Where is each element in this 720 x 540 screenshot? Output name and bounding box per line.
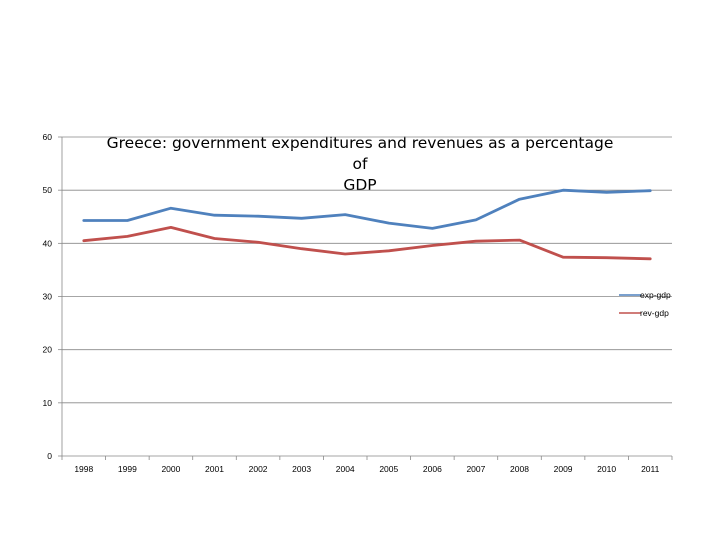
x-tick-label: 2009 [554, 464, 573, 474]
chart-title: Greece: government expenditures and reve… [100, 133, 620, 196]
x-tick-label: 2005 [379, 464, 398, 474]
legend-label-exp-gdp: exp-gdp [640, 290, 671, 300]
legend: exp-gdp rev-gdp [619, 290, 671, 318]
x-tick-label: 2010 [597, 464, 616, 474]
series-lines [82, 188, 652, 261]
x-tick-label: 2003 [292, 464, 311, 474]
y-tick-label: 60 [43, 132, 53, 142]
y-tick-label: 0 [47, 451, 52, 461]
y-tick-label: 40 [43, 238, 53, 248]
legend-label-rev-gdp: rev-gdp [640, 308, 669, 318]
x-tick-label: 2002 [249, 464, 268, 474]
y-tick-label: 20 [43, 345, 53, 355]
chart-title-line-2: GDP [343, 176, 377, 194]
x-tick-label: 1998 [74, 464, 93, 474]
y-tick-label: 50 [43, 185, 53, 195]
series-line-exp-gdp [82, 188, 652, 230]
x-tick-label: 2007 [466, 464, 485, 474]
x-tick-label: 2004 [336, 464, 355, 474]
y-tick-label: 30 [43, 292, 53, 302]
x-tick-label: 2000 [161, 464, 180, 474]
x-tick-label: 1999 [118, 464, 137, 474]
x-tick-label: 2011 [641, 464, 660, 474]
x-tick-labels: 1998 1999 2000 2001 2002 2003 2004 2005 2006 2007… [74, 464, 659, 474]
x-tick-label: 2008 [510, 464, 529, 474]
y-tick-labels: 0 10 20 30 40 50 60 [43, 132, 53, 461]
axes [58, 136, 673, 460]
x-tick-label: 2001 [205, 464, 224, 474]
gridlines [62, 136, 672, 404]
chart-title-line-1: Greece: government expenditures and reve… [106, 134, 614, 173]
x-tick-label: 2006 [423, 464, 442, 474]
series-line-rev-gdp [82, 225, 652, 261]
y-tick-label: 10 [43, 398, 53, 408]
